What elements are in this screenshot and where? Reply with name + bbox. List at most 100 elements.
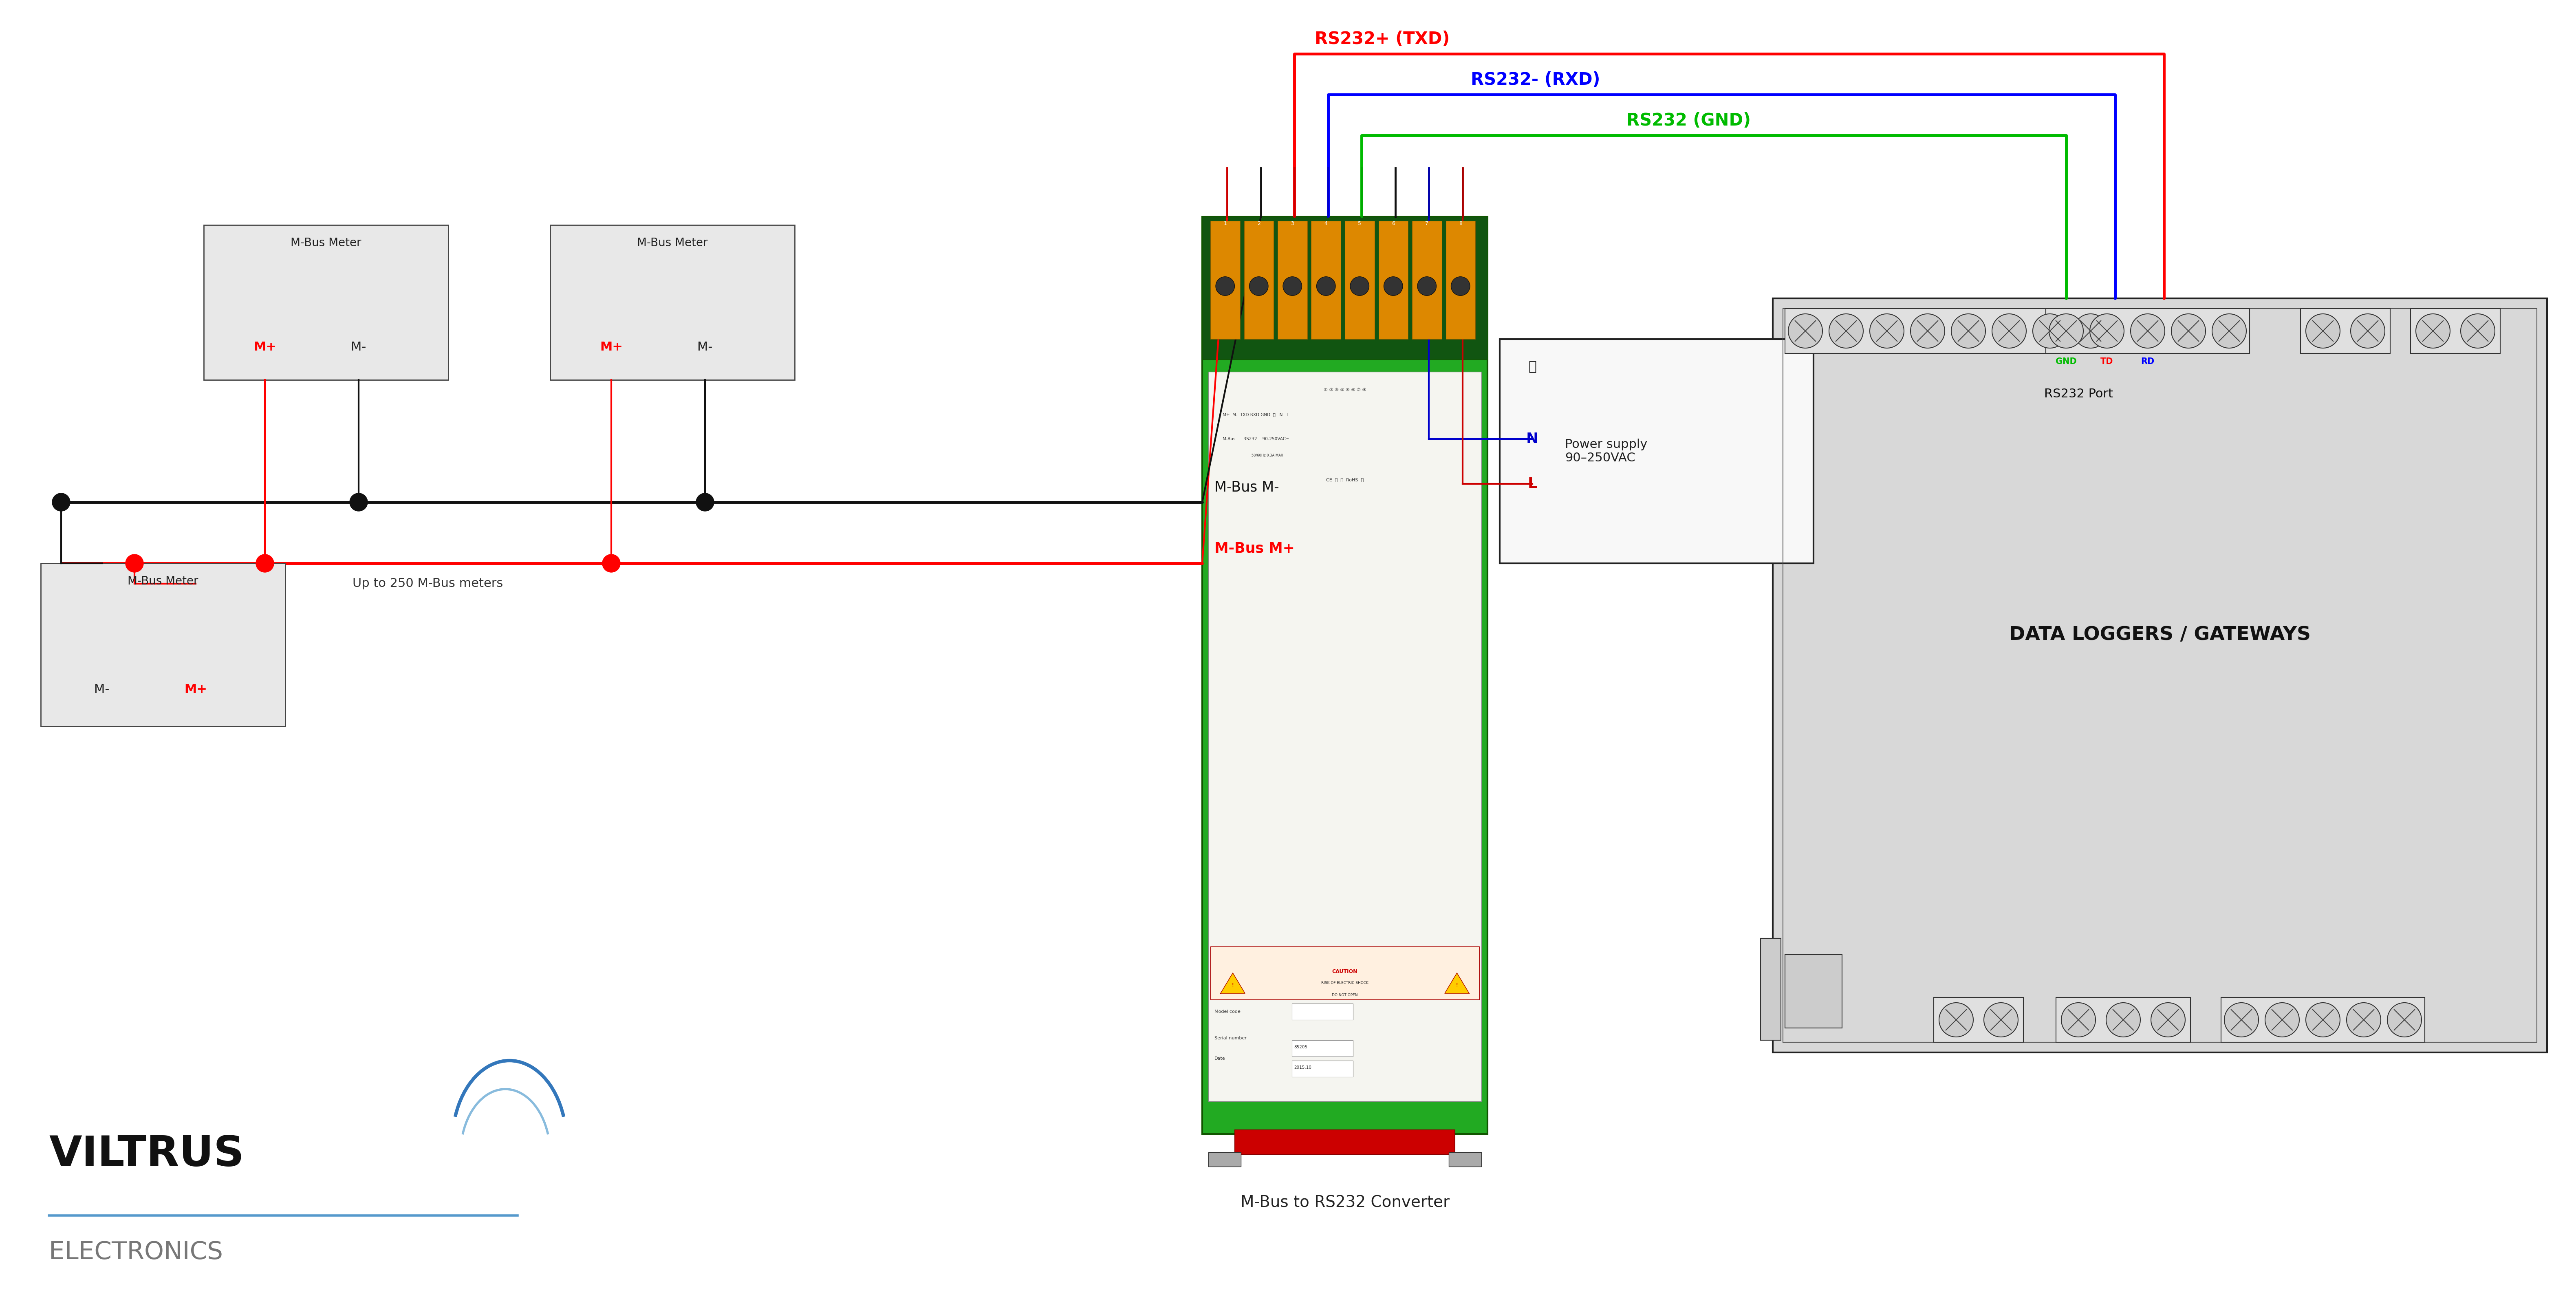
Circle shape bbox=[2172, 314, 2205, 348]
Text: M-Bus Meter: M-Bus Meter bbox=[636, 237, 708, 249]
Circle shape bbox=[2089, 314, 2125, 348]
Circle shape bbox=[2347, 1003, 2380, 1036]
Bar bbox=[1499, 339, 1814, 563]
Text: 1: 1 bbox=[1224, 220, 1226, 226]
Bar bbox=[1208, 372, 1481, 1101]
Text: GND: GND bbox=[2056, 358, 2076, 366]
Text: CAUTION: CAUTION bbox=[1332, 969, 1358, 974]
Text: DATA LOGGERS / GATEWAYS: DATA LOGGERS / GATEWAYS bbox=[2009, 625, 2311, 643]
Circle shape bbox=[2032, 314, 2066, 348]
Text: M-Bus Meter: M-Bus Meter bbox=[291, 237, 361, 249]
Circle shape bbox=[1383, 276, 1404, 296]
Text: ① ② ③ ④ ⑤ ⑥ ⑦ ⑧: ① ② ③ ④ ⑤ ⑥ ⑦ ⑧ bbox=[1324, 388, 1365, 392]
Bar bbox=[2300, 309, 2391, 353]
Circle shape bbox=[1829, 314, 1862, 348]
Bar bbox=[551, 224, 793, 380]
Text: 3: 3 bbox=[1291, 220, 1293, 226]
Circle shape bbox=[1950, 314, 1986, 348]
Text: 6: 6 bbox=[1391, 220, 1394, 226]
Bar bbox=[2045, 309, 2249, 353]
Circle shape bbox=[350, 493, 368, 511]
Circle shape bbox=[1316, 276, 1334, 296]
Circle shape bbox=[1216, 276, 1234, 296]
Polygon shape bbox=[1221, 973, 1244, 994]
Circle shape bbox=[1940, 1003, 1973, 1036]
Bar bbox=[1293, 1004, 1352, 1019]
Circle shape bbox=[1350, 276, 1368, 296]
Circle shape bbox=[1450, 276, 1471, 296]
Text: RISK OF ELECTRIC SHOCK: RISK OF ELECTRIC SHOCK bbox=[1321, 981, 1368, 984]
Bar bbox=[1203, 217, 1486, 1134]
Text: RS232 (GND): RS232 (GND) bbox=[1625, 112, 1752, 130]
Text: M+: M+ bbox=[252, 341, 276, 353]
Text: L: L bbox=[1528, 477, 1538, 490]
Bar bbox=[1783, 309, 2537, 1043]
Text: 5: 5 bbox=[1358, 220, 1360, 226]
Text: Date: Date bbox=[1213, 1057, 1226, 1061]
Text: N: N bbox=[1525, 432, 1538, 446]
Text: M-Bus Meter: M-Bus Meter bbox=[129, 576, 198, 588]
Circle shape bbox=[2306, 1003, 2339, 1036]
Text: VILTRUS: VILTRUS bbox=[49, 1134, 245, 1175]
Bar bbox=[1234, 1130, 1455, 1154]
Circle shape bbox=[696, 493, 714, 511]
Circle shape bbox=[1417, 276, 1437, 296]
Text: Model code: Model code bbox=[1213, 1009, 1242, 1014]
Bar bbox=[1293, 1040, 1352, 1057]
Circle shape bbox=[603, 554, 621, 572]
Circle shape bbox=[2130, 314, 2164, 348]
Text: M-Bus      RS232    90-250VAC~: M-Bus RS232 90-250VAC~ bbox=[1224, 437, 1291, 441]
Text: M-: M- bbox=[698, 341, 714, 353]
Circle shape bbox=[52, 493, 70, 511]
Text: Up to 250 M-Bus meters: Up to 250 M-Bus meters bbox=[353, 577, 502, 590]
Circle shape bbox=[1870, 314, 1904, 348]
Circle shape bbox=[2151, 1003, 2184, 1036]
Text: RD: RD bbox=[2141, 358, 2154, 366]
Circle shape bbox=[2223, 1003, 2259, 1036]
Bar bbox=[1378, 220, 1409, 339]
Bar bbox=[1211, 947, 1479, 1000]
Bar bbox=[1208, 1152, 1242, 1166]
Bar bbox=[1293, 1061, 1352, 1077]
Text: DO NOT OPEN: DO NOT OPEN bbox=[1332, 994, 1358, 997]
Circle shape bbox=[1911, 314, 1945, 348]
Circle shape bbox=[1991, 314, 2027, 348]
Bar bbox=[1772, 298, 2548, 1052]
Polygon shape bbox=[1445, 973, 1468, 994]
Bar bbox=[1445, 220, 1476, 339]
Bar bbox=[1244, 220, 1273, 339]
Text: TD: TD bbox=[2099, 358, 2112, 366]
Bar bbox=[1278, 220, 1306, 339]
Text: Power supply
90–250VAC: Power supply 90–250VAC bbox=[1564, 438, 1649, 464]
Text: Serial number: Serial number bbox=[1213, 1036, 1247, 1040]
Circle shape bbox=[2213, 314, 2246, 348]
Bar bbox=[1448, 1152, 1481, 1166]
Bar bbox=[1935, 997, 2022, 1043]
Bar bbox=[1203, 217, 1486, 359]
Circle shape bbox=[2388, 1003, 2421, 1036]
Bar bbox=[1211, 220, 1239, 339]
Circle shape bbox=[255, 554, 273, 572]
Text: 4: 4 bbox=[1324, 220, 1327, 226]
Circle shape bbox=[2074, 314, 2107, 348]
Text: 8: 8 bbox=[1458, 220, 1463, 226]
Circle shape bbox=[1283, 276, 1301, 296]
Circle shape bbox=[2416, 314, 2450, 348]
Text: M-Bus M+: M-Bus M+ bbox=[1213, 541, 1296, 555]
Text: M-: M- bbox=[95, 684, 111, 695]
Circle shape bbox=[1249, 276, 1267, 296]
Text: M+  M-  TXD RXD GND  ⏚   N   L: M+ M- TXD RXD GND ⏚ N L bbox=[1224, 412, 1288, 416]
Circle shape bbox=[2460, 314, 2496, 348]
Circle shape bbox=[1984, 1003, 2017, 1036]
Text: CE  ⬜  📋  RoHS  🗑: CE ⬜ 📋 RoHS 🗑 bbox=[1327, 477, 1363, 481]
Text: RS232 Port: RS232 Port bbox=[2043, 388, 2112, 399]
Bar bbox=[1412, 220, 1443, 339]
Text: RS232- (RXD): RS232- (RXD) bbox=[1471, 71, 1600, 88]
Circle shape bbox=[2048, 314, 2084, 348]
Text: RS232+ (TXD): RS232+ (TXD) bbox=[1314, 31, 1450, 48]
Text: M+: M+ bbox=[185, 684, 206, 695]
Bar bbox=[1785, 309, 2110, 353]
Circle shape bbox=[2352, 314, 2385, 348]
Bar bbox=[1345, 220, 1376, 339]
Text: M-Bus M-: M-Bus M- bbox=[1213, 480, 1280, 494]
